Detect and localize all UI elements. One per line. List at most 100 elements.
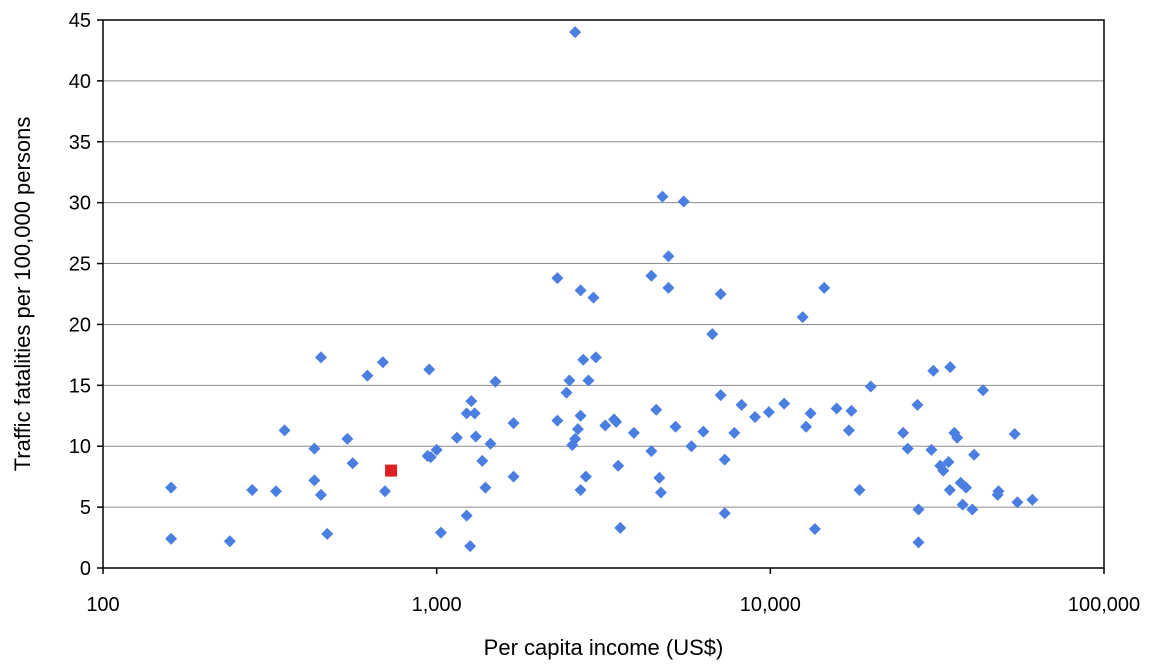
data-point [569, 432, 582, 445]
x-tick-label: 100 [86, 594, 119, 616]
data-point [927, 364, 940, 377]
data-point [479, 481, 492, 494]
data-point [571, 423, 584, 436]
data-point [476, 454, 489, 467]
data-point [560, 386, 573, 399]
data-point [627, 426, 640, 439]
data-point [278, 424, 291, 437]
data-point [424, 451, 437, 464]
data-point [589, 351, 602, 364]
data-point [685, 440, 698, 453]
data-point [314, 351, 327, 364]
data-point [808, 523, 821, 536]
y-tick-label: 30 [69, 193, 91, 215]
data-point [677, 195, 690, 208]
data-point [610, 415, 623, 428]
data-point [718, 507, 731, 520]
data-point [308, 474, 321, 487]
data-point [587, 291, 600, 304]
data-point [911, 398, 924, 411]
data-point [551, 272, 564, 285]
data-point [714, 389, 727, 402]
data-point [574, 284, 587, 297]
data-point [469, 430, 482, 443]
data-point [246, 484, 259, 497]
data-point [645, 269, 658, 282]
data-point [937, 464, 950, 477]
data-point [944, 361, 957, 374]
y-tick-label: 15 [69, 375, 91, 397]
data-point [830, 402, 843, 415]
data-point [853, 484, 866, 497]
data-point [465, 395, 478, 408]
data-point [378, 485, 391, 498]
data-point [460, 509, 473, 522]
y-axis-title: Traffic fatalities per 100,000 persons [10, 117, 35, 472]
y-tick-label: 0 [80, 558, 91, 580]
data-point [569, 26, 582, 39]
data-point [912, 536, 925, 549]
data-point [778, 397, 791, 410]
data-point [346, 457, 359, 470]
data-point [582, 374, 595, 387]
data-point [599, 419, 612, 432]
x-tick-label: 100,000 [1068, 594, 1140, 616]
data-point [845, 404, 858, 417]
data-point [423, 363, 436, 376]
gridlines [103, 80, 1104, 508]
data-point [551, 414, 564, 427]
data-point [956, 498, 969, 511]
data-point [1011, 496, 1024, 509]
highlighted-data-point [385, 464, 398, 477]
data-point [951, 431, 964, 444]
data-point [464, 540, 477, 553]
data-point [662, 250, 675, 263]
data-points [165, 26, 1039, 553]
data-point [662, 281, 675, 294]
data-point [942, 456, 955, 469]
data-point [434, 526, 447, 539]
data-point [645, 445, 658, 458]
data-point [728, 426, 741, 439]
data-point [489, 375, 502, 388]
data-point [718, 453, 731, 466]
axes [97, 19, 1105, 574]
data-point [842, 424, 855, 437]
y-tick-label: 20 [69, 314, 91, 336]
data-point [749, 410, 762, 423]
data-point [468, 407, 481, 420]
data-point [977, 384, 990, 397]
data-point [308, 442, 321, 455]
data-point [960, 481, 973, 494]
data-point [579, 470, 592, 483]
data-point [1008, 428, 1021, 441]
data-point [714, 288, 727, 300]
data-point [656, 190, 669, 203]
y-tick-label: 35 [69, 132, 91, 154]
data-point [669, 420, 682, 433]
data-point [864, 380, 877, 393]
data-point [341, 432, 354, 445]
data-point [577, 353, 590, 366]
data-point [612, 459, 625, 472]
data-point [943, 484, 956, 497]
data-point [925, 443, 938, 456]
data-point [968, 448, 981, 461]
data-point [1026, 493, 1039, 506]
data-point [450, 431, 463, 444]
data-point [653, 471, 666, 484]
data-point [223, 535, 236, 548]
data-point [614, 521, 627, 534]
data-point [270, 485, 283, 498]
data-point [697, 425, 710, 438]
y-tick-label: 45 [69, 10, 91, 32]
data-point [762, 406, 775, 419]
x-axis-title: Per capita income (US$) [484, 635, 724, 660]
data-point [574, 409, 587, 422]
data-point [654, 486, 667, 499]
x-tick-label: 1,000 [412, 594, 462, 616]
data-point [563, 374, 576, 387]
data-point [321, 527, 334, 540]
data-point [314, 488, 327, 501]
